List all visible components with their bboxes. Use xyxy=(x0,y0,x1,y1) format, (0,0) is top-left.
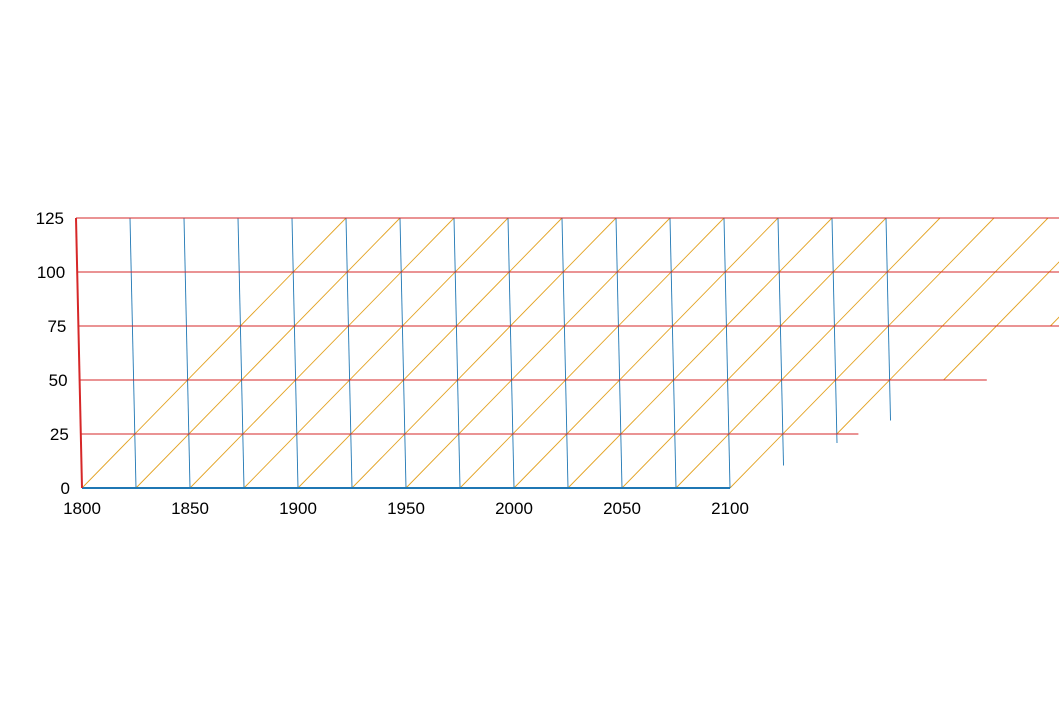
y-tick-label: 25 xyxy=(50,425,69,444)
c-grid-line xyxy=(244,218,508,488)
c-grid-line xyxy=(406,218,670,488)
c-grid-lines xyxy=(82,218,1059,488)
x-tick-label: 1800 xyxy=(63,499,101,518)
a-grid-line xyxy=(346,218,352,488)
a-grid-lines xyxy=(130,218,891,488)
y-tick-label: 125 xyxy=(36,209,64,228)
x-tick-label: 2000 xyxy=(495,499,533,518)
y-tick-label: 50 xyxy=(49,371,68,390)
a-grid-line xyxy=(832,218,837,443)
c-grid-line xyxy=(136,218,400,488)
a-grid-line xyxy=(184,218,190,488)
b-axis-line xyxy=(76,218,82,488)
a-grid-line xyxy=(238,218,244,488)
c-grid-line xyxy=(352,218,616,488)
y-tick-label: 0 xyxy=(61,479,70,498)
c-grid-line xyxy=(568,218,832,488)
c-grid-line xyxy=(514,218,778,488)
a-grid-line xyxy=(670,218,676,488)
c-grid-line xyxy=(944,218,1059,380)
a-grid-line xyxy=(400,218,406,488)
a-grid-line xyxy=(454,218,460,488)
y-tick-label: 100 xyxy=(37,263,65,282)
y-tick-labels: 0 25 50 75 100 125 xyxy=(36,209,70,498)
x-tick-label: 1950 xyxy=(387,499,425,518)
a-grid-line xyxy=(616,218,622,488)
x-tick-labels: 1800 1850 1900 1950 2000 2050 2100 xyxy=(63,499,749,518)
c-grid-line xyxy=(82,218,346,488)
a-grid-line xyxy=(724,218,730,488)
b-grid-lines xyxy=(76,218,1059,434)
c-grid-line xyxy=(190,218,454,488)
x-tick-label: 1900 xyxy=(279,499,317,518)
c-grid-line xyxy=(298,218,562,488)
x-tick-label: 2050 xyxy=(603,499,641,518)
c-grid-line xyxy=(622,218,886,488)
x-tick-label: 2100 xyxy=(711,499,749,518)
a-grid-line xyxy=(778,218,784,466)
a-grid-line xyxy=(130,218,136,488)
a-grid-line xyxy=(508,218,514,488)
c-grid-line xyxy=(460,218,724,488)
y-tick-label: 75 xyxy=(47,317,66,336)
c-grid-line xyxy=(730,218,994,488)
c-grid-line xyxy=(676,218,940,488)
a-grid-line xyxy=(562,218,568,488)
a-grid-line xyxy=(886,218,891,421)
a-grid-line xyxy=(292,218,298,488)
x-tick-label: 1850 xyxy=(171,499,209,518)
